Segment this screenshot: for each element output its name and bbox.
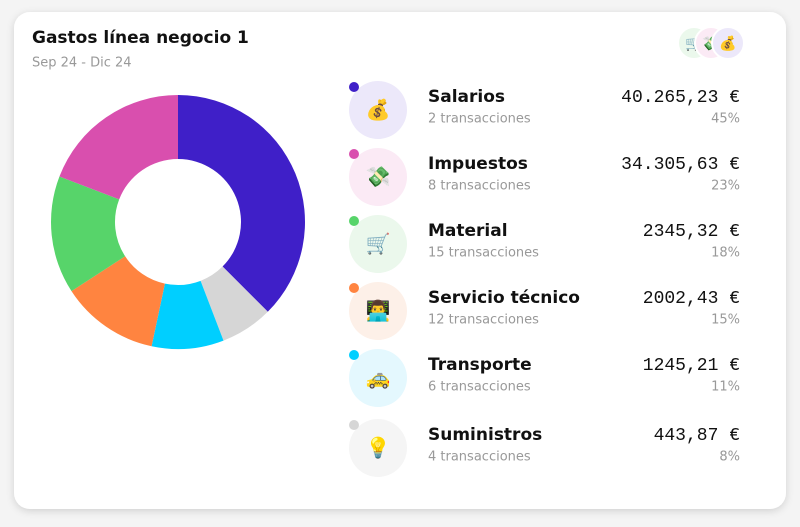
icon-circle [349, 349, 407, 407]
category-name: Material [428, 221, 508, 241]
donut-slice[interactable] [151, 280, 224, 349]
amount: 34.305,63 € [621, 155, 740, 175]
icon: 💰 [719, 35, 736, 52]
transaction-count: 2 transacciones [428, 112, 531, 127]
donut-slice[interactable] [200, 266, 268, 341]
category-row[interactable]: 👨‍💻 Servicio técnico 12 transacciones 2002,… [349, 282, 740, 340]
icon-circle [349, 419, 407, 477]
category-name: Impuestos [428, 154, 528, 174]
share-label: 8% [719, 450, 740, 465]
transaction-count: 6 transacciones [428, 380, 531, 395]
category-row[interactable]: 💸 Impuestos 8 transacciones 34.305,63 € 23% [349, 148, 740, 206]
color-dot [349, 350, 359, 360]
icon-circle [711, 26, 745, 60]
icon-stack[interactable]: 🛒 💸 💰 [677, 26, 745, 60]
icon-circle [349, 282, 407, 340]
category-icon: 👨‍💻 [366, 299, 391, 323]
amount: 2345,32 € [643, 222, 740, 242]
category-icon: 🛒 [366, 232, 391, 256]
transaction-count: 15 transacciones [428, 246, 539, 261]
amount: 443,87 € [654, 426, 740, 446]
donut-slice[interactable] [59, 95, 178, 200]
category-name: Transporte [428, 355, 532, 375]
color-dot [349, 149, 359, 159]
category-row[interactable]: 💡 Suministros 4 transacciones 443,87 € 8% [349, 419, 740, 477]
share-label: 45% [711, 112, 740, 127]
category-name: Servicio técnico [428, 288, 580, 308]
category-row[interactable]: 🚕 Transporte 6 transacciones 1245,21 € 11% [349, 349, 740, 407]
category-icon: 💰 [366, 98, 391, 122]
amount: 1245,21 € [643, 356, 740, 376]
share-label: 15% [711, 313, 740, 328]
category-name: Salarios [428, 87, 505, 107]
icon-circle [349, 148, 407, 206]
category-row[interactable]: 💰 Salarios 2 transacciones 40.265,23 € 45% [349, 81, 740, 139]
category-icon: 💸 [366, 165, 391, 189]
category-name: Suministros [428, 425, 542, 445]
share-label: 11% [711, 380, 740, 395]
color-dot [349, 216, 359, 226]
color-dot [349, 82, 359, 92]
amount: 40.265,23 € [621, 88, 740, 108]
donut-slice[interactable] [51, 176, 126, 292]
share-label: 23% [711, 179, 740, 194]
share-label: 18% [711, 246, 740, 261]
color-dot [349, 420, 359, 430]
category-icon: 💡 [366, 436, 391, 460]
donut-slice[interactable] [71, 256, 165, 347]
card-subtitle: Sep 24 - Dic 24 [32, 56, 132, 71]
color-dot [349, 283, 359, 293]
icon-circle [349, 215, 407, 273]
donut-slice[interactable] [178, 95, 305, 312]
icon-circle [349, 81, 407, 139]
category-list: 💰 Salarios 2 transacciones 40.265,23 € 45% 💸 I… [349, 81, 740, 477]
card-title: Gastos línea negocio 1 [32, 28, 249, 48]
category-icon: 🚕 [366, 366, 391, 390]
amount: 2002,43 € [643, 289, 740, 309]
category-row[interactable]: 🛒 Material 15 transacciones 2345,32 € 18% [349, 215, 740, 273]
transaction-count: 12 transacciones [428, 313, 539, 328]
donut-chart [51, 95, 305, 349]
transaction-count: 8 transacciones [428, 179, 531, 194]
transaction-count: 4 transacciones [428, 450, 531, 465]
